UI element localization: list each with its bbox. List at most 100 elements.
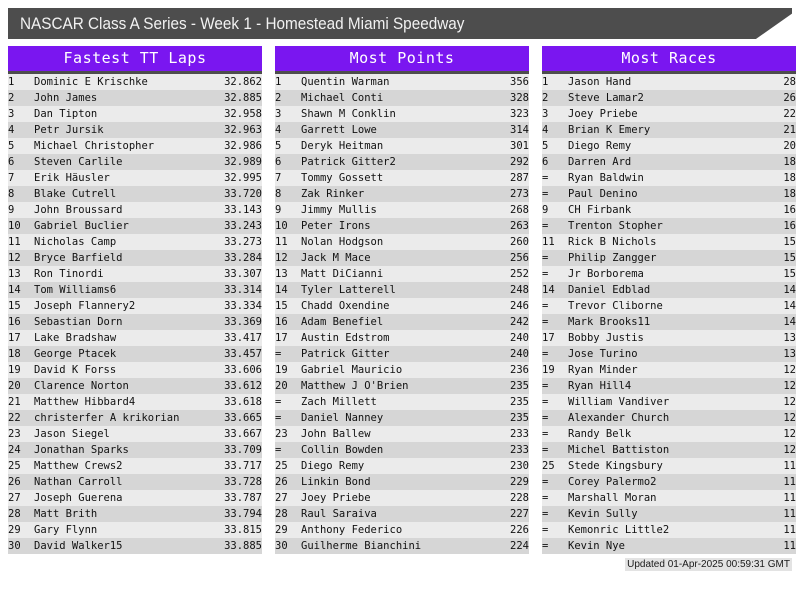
table-row[interactable]: = Mark Brooks11 14 [542,314,796,330]
row-value: 33.885 [224,540,262,552]
table-row[interactable]: 7 Erik Häusler 32.995 [8,170,262,186]
table-row[interactable]: = Randy Belk 12 [542,426,796,442]
table-row[interactable]: 21 Matthew Hibbard4 33.618 [8,394,262,410]
table-row[interactable]: 27 Joseph Guerena 33.787 [8,490,262,506]
table-row[interactable]: = Trenton Stopher 16 [542,218,796,234]
table-row[interactable]: = Michel Battiston 12 [542,442,796,458]
table-row[interactable]: 5 Deryk Heitman 301 [275,138,529,154]
row-position: 3 [8,108,15,120]
table-row[interactable]: = Collin Bowden 233 [275,442,529,458]
table-row[interactable]: 2 Steve Lamar2 26 [542,90,796,106]
table-row[interactable]: 17 Lake Bradshaw 33.417 [8,330,262,346]
table-row[interactable]: 12 Bryce Barfield 33.284 [8,250,262,266]
table-row[interactable]: 1 Dominic E Krischke 32.862 [8,74,262,90]
table-row[interactable]: 29 Gary Flynn 33.815 [8,522,262,538]
table-row[interactable]: 17 Austin Edstrom 240 [275,330,529,346]
row-value: 33.728 [224,476,262,488]
table-row[interactable]: 30 Guilherme Bianchini 224 [275,538,529,554]
table-row[interactable]: 19 David K Forss 33.606 [8,362,262,378]
row-driver-name: Raul Saraiva [301,508,377,520]
table-row[interactable]: 26 Nathan Carroll 33.728 [8,474,262,490]
table-row[interactable]: 20 Matthew J O'Brien 235 [275,378,529,394]
table-row[interactable]: = Ryan Hill4 12 [542,378,796,394]
table-row[interactable]: = Patrick Gitter 240 [275,346,529,362]
table-row[interactable]: 6 Darren Ard 18 [542,154,796,170]
table-row[interactable]: 15 Joseph Flannery2 33.334 [8,298,262,314]
table-row[interactable]: 14 Daniel Edblad 14 [542,282,796,298]
table-row[interactable]: 23 Jason Siegel 33.667 [8,426,262,442]
table-row[interactable]: 2 Michael Conti 328 [275,90,529,106]
table-row[interactable]: 5 Diego Remy 20 [542,138,796,154]
table-row[interactable]: 3 Dan Tipton 32.958 [8,106,262,122]
table-row[interactable]: = Kevin Nye 11 [542,538,796,554]
table-row[interactable]: 27 Joey Priebe 228 [275,490,529,506]
table-row[interactable]: 6 Patrick Gitter2 292 [275,154,529,170]
table-row[interactable]: 9 John Broussard 33.143 [8,202,262,218]
table-row[interactable]: 3 Shawn M Conklin 323 [275,106,529,122]
table-row[interactable]: 9 Jimmy Mullis 268 [275,202,529,218]
table-row[interactable]: 29 Anthony Federico 226 [275,522,529,538]
table-row[interactable]: 17 Bobby Justis 13 [542,330,796,346]
table-row[interactable]: 23 John Ballew 233 [275,426,529,442]
table-row[interactable]: 11 Nicholas Camp 33.273 [8,234,262,250]
table-row[interactable]: 20 Clarence Norton 33.612 [8,378,262,394]
table-row[interactable]: 16 Adam Benefiel 242 [275,314,529,330]
table-row[interactable]: = Zach Millett 235 [275,394,529,410]
table-row[interactable]: 16 Sebastian Dorn 33.369 [8,314,262,330]
table-row[interactable]: = Jr Borborema 15 [542,266,796,282]
table-row[interactable]: 10 Peter Irons 263 [275,218,529,234]
table-row[interactable]: 1 Quentin Warman 356 [275,74,529,90]
table-row[interactable]: = Philip Zangger 15 [542,250,796,266]
table-row[interactable]: 13 Ron Tinordi 33.307 [8,266,262,282]
table-row[interactable]: 6 Steven Carlile 32.989 [8,154,262,170]
table-row[interactable]: 30 David Walker15 33.885 [8,538,262,554]
table-row[interactable]: 13 Matt DiCianni 252 [275,266,529,282]
table-row[interactable]: 1 Jason Hand 28 [542,74,796,90]
table-row[interactable]: 12 Jack M Mace 256 [275,250,529,266]
table-row[interactable]: = Kemonric Little2 11 [542,522,796,538]
table-row[interactable]: 4 Petr Jursik 32.963 [8,122,262,138]
table-row[interactable]: 25 Stede Kingsbury 11 [542,458,796,474]
table-row[interactable]: 8 Zak Rinker 273 [275,186,529,202]
table-row[interactable]: 3 Joey Priebe 22 [542,106,796,122]
table-row[interactable]: 28 Raul Saraiva 227 [275,506,529,522]
table-row[interactable]: = Trevor Cliborne 14 [542,298,796,314]
table-row[interactable]: 2 John James 32.885 [8,90,262,106]
table-row[interactable]: 19 Ryan Minder 12 [542,362,796,378]
table-row[interactable]: 25 Matthew Crews2 33.717 [8,458,262,474]
table-row[interactable]: 14 Tyler Latterell 248 [275,282,529,298]
row-value: 33.618 [224,396,262,408]
table-row[interactable]: 8 Blake Cutrell 33.720 [8,186,262,202]
table-row[interactable]: = Kevin Sully 11 [542,506,796,522]
table-row[interactable]: 5 Michael Christopher 32.986 [8,138,262,154]
table-row[interactable]: 4 Brian K Emery 21 [542,122,796,138]
table-row[interactable]: = Marshall Moran 11 [542,490,796,506]
table-row[interactable]: = Paul Denino 18 [542,186,796,202]
table-row[interactable]: = Alexander Church 12 [542,410,796,426]
table-row[interactable]: 9 CH Firbank 16 [542,202,796,218]
table-row[interactable]: 19 Gabriel Mauricio 236 [275,362,529,378]
table-row[interactable]: 25 Diego Remy 230 [275,458,529,474]
table-row[interactable]: 11 Nolan Hodgson 260 [275,234,529,250]
table-row[interactable]: 11 Rick B Nichols 15 [542,234,796,250]
row-value: 314 [510,124,529,136]
row-driver-name: Trenton Stopher [568,220,663,232]
table-row[interactable]: 18 George Ptacek 33.457 [8,346,262,362]
row-position: 28 [8,508,21,520]
table-row[interactable]: = Ryan Baldwin 18 [542,170,796,186]
table-row[interactable]: 4 Garrett Lowe 314 [275,122,529,138]
table-row[interactable]: = Jose Turino 13 [542,346,796,362]
table-row[interactable]: = William Vandiver 12 [542,394,796,410]
table-row[interactable]: 15 Chadd Oxendine 246 [275,298,529,314]
table-row[interactable]: 28 Matt Brith 33.794 [8,506,262,522]
row-value: 28 [783,76,796,88]
table-row[interactable]: 10 Gabriel Buclier 33.243 [8,218,262,234]
table-row[interactable]: = Corey Palermo2 11 [542,474,796,490]
table-row[interactable]: = Daniel Nanney 235 [275,410,529,426]
table-row[interactable]: 26 Linkin Bond 229 [275,474,529,490]
row-value: 240 [510,332,529,344]
table-row[interactable]: 22 christerfer A krikorian 33.665 [8,410,262,426]
table-row[interactable]: 7 Tommy Gossett 287 [275,170,529,186]
table-row[interactable]: 14 Tom Williams6 33.314 [8,282,262,298]
table-row[interactable]: 24 Jonathan Sparks 33.709 [8,442,262,458]
